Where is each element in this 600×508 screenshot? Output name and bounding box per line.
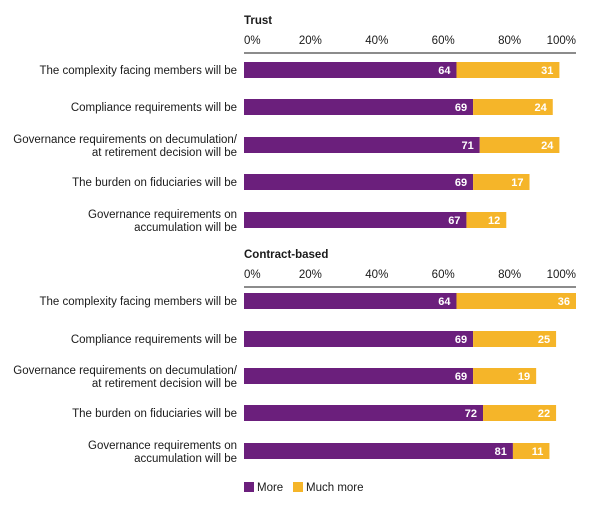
data-label-much-more: 12 — [488, 215, 500, 227]
data-label-much-more: 36 — [558, 296, 570, 308]
x-tick-label: 0% — [244, 35, 261, 47]
bar-much-more — [473, 99, 553, 115]
x-tick-label: 0% — [244, 269, 261, 281]
data-label-much-more: 24 — [535, 102, 548, 114]
x-tick-label: 100% — [547, 35, 576, 47]
legend-label: Much more — [306, 482, 364, 494]
x-tick-label: 60% — [432, 269, 455, 281]
data-label-more: 67 — [448, 215, 460, 227]
legend-label: More — [257, 482, 283, 494]
data-label-more: 69 — [455, 177, 467, 189]
data-label-more: 72 — [465, 408, 477, 420]
bar-more — [244, 99, 474, 115]
data-label-more: 81 — [495, 446, 507, 458]
x-tick-label: 20% — [299, 269, 322, 281]
chart-title: Trust — [244, 15, 272, 27]
bar-more — [244, 293, 457, 309]
category-label: The complexity facing members will be — [40, 296, 238, 308]
x-tick-label: 40% — [365, 35, 388, 47]
bar-much-more — [473, 174, 530, 190]
category-label: Governance requirements on decumulation/ — [13, 134, 238, 146]
bar-much-more — [473, 368, 537, 384]
bar-more — [244, 405, 484, 421]
x-tick-label: 40% — [365, 269, 388, 281]
category-label: accumulation will be — [134, 453, 237, 465]
x-tick-label: 80% — [498, 269, 521, 281]
bar-much-more — [483, 405, 557, 421]
data-label-more: 71 — [461, 140, 473, 152]
x-tick-label: 60% — [432, 35, 455, 47]
data-label-much-more: 19 — [518, 371, 530, 383]
category-label: at retirement decision will be — [92, 378, 237, 390]
data-label-more: 64 — [438, 296, 451, 308]
bar-more — [244, 331, 474, 347]
bar-more — [244, 368, 474, 384]
chart-panel-contract-based: Contract-based 0% 20% 40% 60% 80% 100% The comp… — [13, 249, 576, 465]
bar-more — [244, 174, 474, 190]
bar-more — [244, 443, 513, 459]
x-tick-label: 20% — [299, 35, 322, 47]
legend-swatch — [244, 482, 254, 492]
data-label-more: 69 — [455, 334, 467, 346]
x-tick-label: 100% — [547, 269, 576, 281]
bar-much-more — [479, 137, 560, 153]
category-label: Governance requirements on decumulation/ — [13, 365, 238, 377]
x-tick-label: 80% — [498, 35, 521, 47]
category-label: at retirement decision will be — [92, 147, 237, 159]
category-label: accumulation will be — [134, 222, 237, 234]
category-label: Governance requirements on — [88, 440, 237, 452]
bar-much-more — [473, 331, 557, 347]
data-label-more: 69 — [455, 371, 467, 383]
bar-much-more — [466, 212, 507, 228]
bar-more — [244, 62, 457, 78]
chart-panel-trust: Trust 0% 20% 40% 60% 80% 100% The complexity fa… — [13, 15, 576, 234]
category-label: Governance requirements on — [88, 209, 237, 221]
legend: More Much more — [244, 482, 364, 494]
bar-more — [244, 212, 467, 228]
category-label: Compliance requirements will be — [71, 102, 237, 114]
bar-much-more — [512, 443, 550, 459]
data-label-much-more: 24 — [541, 140, 554, 152]
bar-much-more — [456, 62, 560, 78]
data-label-more: 69 — [455, 102, 467, 114]
data-label-much-more: 22 — [538, 408, 550, 420]
category-label: The complexity facing members will be — [40, 65, 238, 77]
data-label-much-more: 11 — [532, 446, 544, 458]
bar-more — [244, 137, 480, 153]
data-label-much-more: 17 — [511, 177, 523, 189]
data-label-more: 64 — [438, 65, 451, 77]
category-label: The burden on fiduciaries will be — [72, 408, 237, 420]
legend-swatch — [293, 482, 303, 492]
data-label-much-more: 25 — [538, 334, 550, 346]
bar-much-more — [456, 293, 576, 309]
category-label: Compliance requirements will be — [71, 334, 237, 346]
category-label: The burden on fiduciaries will be — [72, 177, 237, 189]
data-label-much-more: 31 — [541, 65, 553, 77]
chart-title: Contract-based — [244, 249, 328, 261]
